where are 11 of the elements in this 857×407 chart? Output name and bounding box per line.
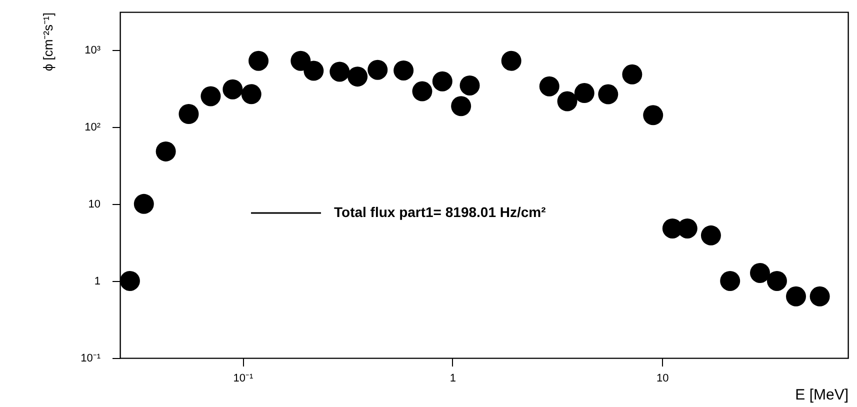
- y-tick-label: 10³: [84, 44, 101, 56]
- legend-label: Total flux part1= 8198.01 Hz/cm²: [334, 204, 546, 220]
- x-tick-label: 1: [450, 372, 456, 384]
- y-tick-label: 10⁻¹: [80, 352, 101, 364]
- y-tick-label: 10: [88, 198, 100, 210]
- y-tick-label: 10²: [84, 121, 101, 134]
- x-axis-title: E [MeV]: [795, 386, 848, 404]
- y-tick-label: 1: [94, 275, 100, 288]
- y-axis-title: ϕ [cm⁻²s⁻¹]: [40, 12, 56, 72]
- x-tick-label: 10⁻¹: [233, 372, 254, 384]
- x-tick-label: 10: [656, 372, 669, 384]
